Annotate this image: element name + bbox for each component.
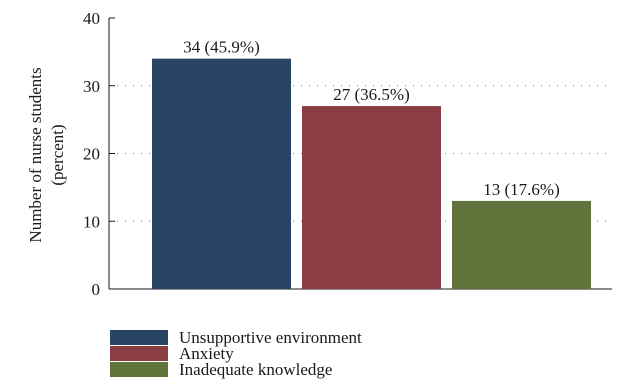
bar (452, 200, 591, 289)
legend-swatch (110, 346, 168, 361)
legend-swatch (110, 330, 168, 345)
legend-label: Anxiety (179, 344, 234, 363)
y-tick-label: 10 (83, 212, 100, 231)
bar-data-label: 34 (45.9%) (183, 38, 259, 57)
y-tick-label: 20 (83, 145, 100, 164)
bars (152, 58, 591, 290)
y-axis-title-line1: Number of nurse students (26, 67, 45, 242)
y-tick-label: 40 (83, 9, 100, 28)
bar (152, 58, 291, 290)
bar-data-label: 27 (36.5%) (333, 85, 409, 104)
legend-label: Unsupportive environment (179, 328, 362, 347)
y-tick-label: 30 (83, 77, 100, 96)
y-axis-title-line2: (percent) (48, 124, 67, 185)
data-labels: 34 (45.9%) 27 (36.5%) 13 (17.6%) (183, 38, 559, 199)
bar-data-label: 13 (17.6%) (483, 180, 559, 199)
y-ticks: 0 10 20 30 40 (83, 9, 115, 299)
legend: Unsupportive environmentAnxietyInadequat… (110, 328, 362, 379)
y-tick-label: 0 (92, 280, 101, 299)
legend-swatch (110, 362, 168, 377)
legend-label: Inadequate knowledge (179, 360, 332, 379)
bar (302, 106, 441, 289)
